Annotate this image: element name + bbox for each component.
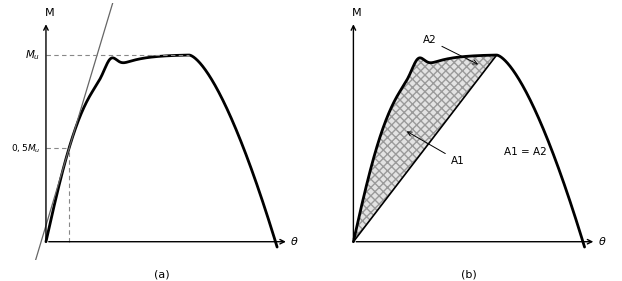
Text: θ: θ xyxy=(598,237,605,247)
Text: $0,5M_u$: $0,5M_u$ xyxy=(11,142,40,155)
Text: (a): (a) xyxy=(154,270,169,280)
Text: M: M xyxy=(352,8,361,18)
Text: θ: θ xyxy=(291,237,298,247)
Text: (b): (b) xyxy=(461,270,477,280)
Text: $M_u$: $M_u$ xyxy=(25,48,40,62)
Text: A1: A1 xyxy=(407,132,464,166)
Text: A2: A2 xyxy=(423,35,477,64)
Text: A1 = A2: A1 = A2 xyxy=(504,147,546,157)
Text: M: M xyxy=(45,8,54,18)
